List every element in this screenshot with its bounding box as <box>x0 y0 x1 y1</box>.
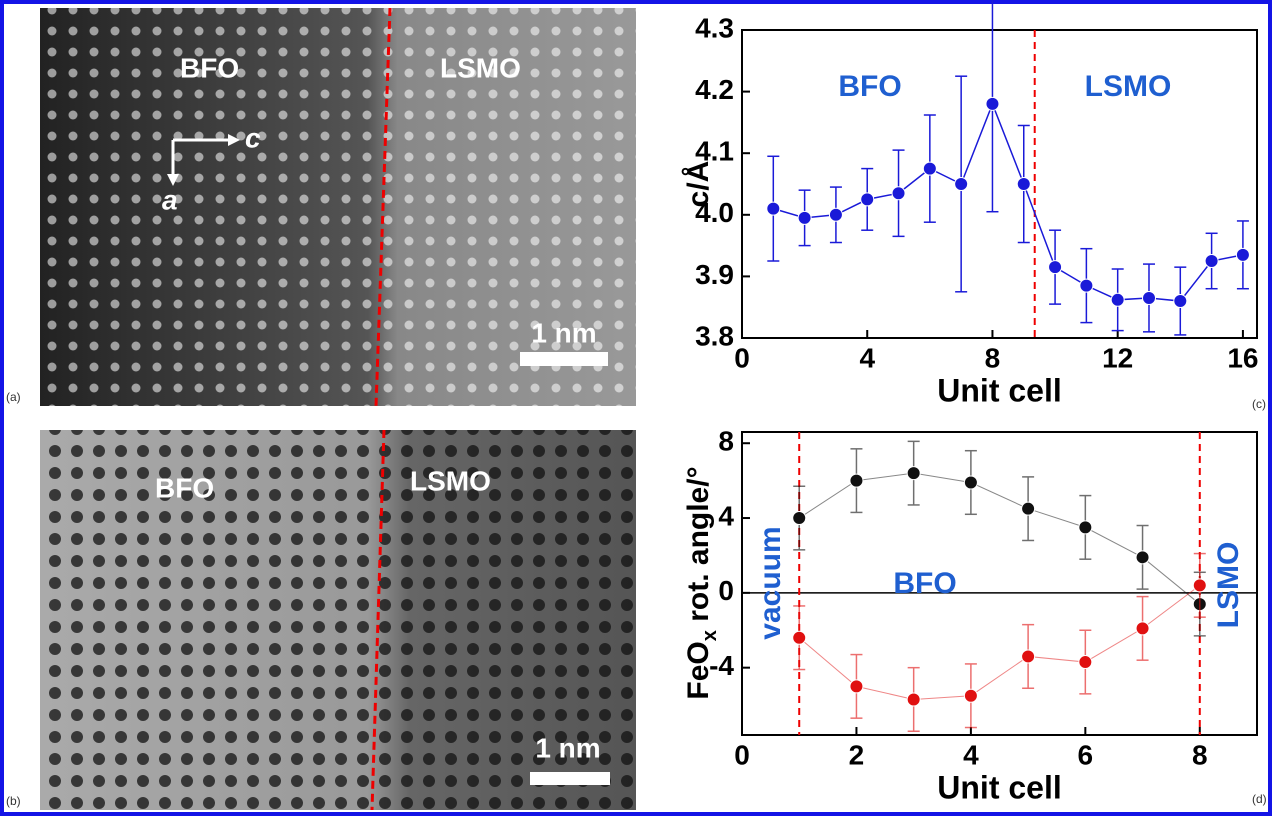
data-point <box>1021 649 1036 664</box>
y-tick-label: 0 <box>718 575 734 606</box>
data-point <box>1204 254 1219 268</box>
panel-label: (d) <box>1252 792 1267 806</box>
scale-bar-label: 1 nm <box>531 317 596 348</box>
x-tick-label: 6 <box>1078 739 1094 770</box>
annotation: LSMO <box>1085 70 1172 103</box>
y-tick-label: -4 <box>709 650 734 681</box>
data-point <box>1079 278 1094 293</box>
data-point <box>1021 501 1036 516</box>
micrograph-a: BFO LSMO c a 1 nm (a) <box>6 7 636 407</box>
x-tick-label: 8 <box>985 342 1001 373</box>
data-point <box>1135 621 1150 636</box>
series-line <box>798 584 1201 700</box>
data-point <box>1135 550 1150 565</box>
y-tick-label: 4.1 <box>695 136 734 167</box>
y-tick-label: 4 <box>718 500 734 531</box>
panel-label: (c) <box>1252 397 1266 411</box>
y-axis-label-part: x <box>699 630 721 641</box>
data-point <box>1016 177 1031 191</box>
y-axis-label: c/Å <box>682 161 715 208</box>
data-point <box>1192 578 1207 593</box>
y-tick-label: 4.2 <box>695 74 734 105</box>
x-tick-label: 8 <box>1192 739 1208 770</box>
data-point <box>954 177 969 191</box>
data-point <box>922 161 937 176</box>
data-point <box>1078 520 1093 535</box>
annotation: LSMO <box>1212 542 1245 629</box>
data-point <box>849 679 864 694</box>
data-point <box>849 473 864 488</box>
y-tick-label: 3.8 <box>695 320 734 351</box>
data-point <box>1078 655 1093 670</box>
y-tick-label: 3.9 <box>695 259 734 290</box>
axis-arrow-label: a <box>162 184 178 215</box>
phase-label: LSMO <box>410 465 491 496</box>
x-axis-label: Unit cell <box>937 769 1061 805</box>
x-tick-label: 16 <box>1227 342 1258 373</box>
data-point <box>792 511 807 526</box>
data-point <box>792 630 807 645</box>
x-tick-label: 0 <box>734 342 750 373</box>
data-point <box>797 210 812 225</box>
data-point <box>963 688 978 703</box>
x-tick-label: 2 <box>849 739 865 770</box>
data-point <box>860 192 875 207</box>
phase-label: BFO <box>180 52 239 83</box>
x-tick-label: 4 <box>963 739 979 770</box>
data-point <box>1141 290 1156 305</box>
series-line <box>773 101 1244 302</box>
phase-label: LSMO <box>440 52 521 83</box>
data-point <box>828 207 843 222</box>
micrograph-b: BFO LSMO 1 nm (b) <box>6 429 636 811</box>
y-tick-label: 8 <box>718 426 734 457</box>
x-tick-label: 0 <box>734 739 750 770</box>
data-point <box>891 186 906 201</box>
data-point <box>906 466 921 481</box>
data-point <box>1173 294 1188 309</box>
x-tick-label: 12 <box>1102 342 1133 373</box>
panel-label: (a) <box>6 390 21 404</box>
data-point <box>985 96 1000 111</box>
axis-arrow-label: c <box>245 122 261 153</box>
data-point <box>963 475 978 490</box>
plot-frame <box>741 431 1258 736</box>
phase-label: BFO <box>155 472 214 503</box>
data-point <box>906 692 921 707</box>
plot-frame <box>741 29 1258 339</box>
y-tick-label: 4.0 <box>695 197 734 228</box>
x-axis-label: Unit cell <box>937 372 1061 408</box>
y-axis-label: FeOx rot. angle/° <box>682 466 721 699</box>
y-axis-label-part: rot. angle/° <box>682 466 715 630</box>
series-line <box>798 472 1201 605</box>
y-axis-label-part: FeO <box>682 641 715 699</box>
x-tick-label: 4 <box>859 342 875 373</box>
annotation: BFO <box>893 567 956 600</box>
data-point <box>766 201 781 216</box>
annotation: BFO <box>838 70 901 103</box>
data-point <box>1110 292 1125 307</box>
panel-label: (b) <box>6 794 21 808</box>
data-point <box>1048 260 1063 275</box>
scale-bar-label: 1 nm <box>535 732 600 763</box>
data-point <box>1235 247 1250 262</box>
annotation: vacuum <box>754 526 787 639</box>
y-tick-label: 4.3 <box>695 12 734 43</box>
